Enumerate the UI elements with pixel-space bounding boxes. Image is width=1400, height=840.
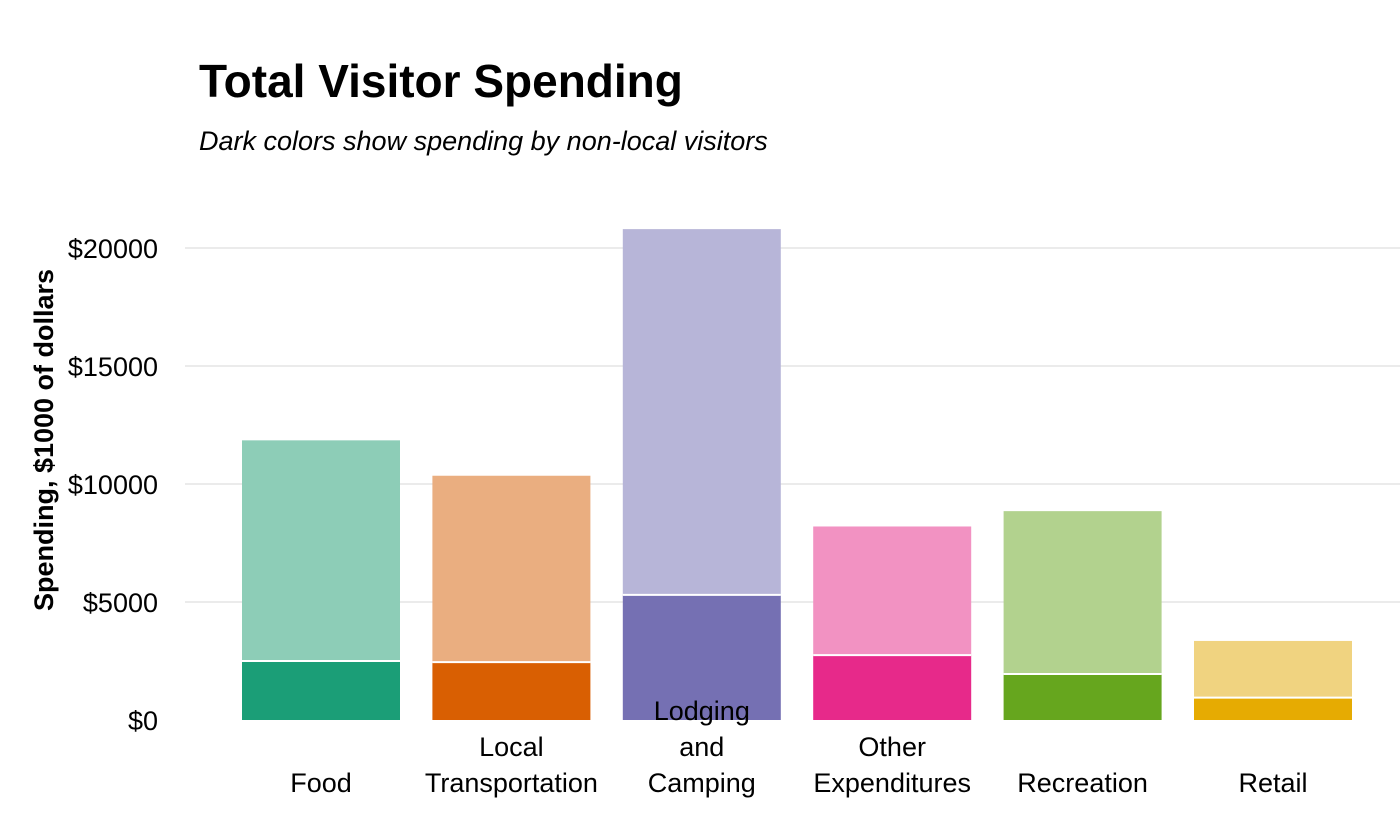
x-axis-ticks: Food Local Transportation Lodging and Camping… bbox=[290, 696, 1307, 798]
bar-local-segment bbox=[432, 475, 591, 663]
y-tick-label: $10000 bbox=[68, 470, 158, 500]
x-tick-label: Transportation bbox=[425, 768, 598, 798]
y-tick-label: $5000 bbox=[83, 588, 158, 618]
bar-nonlocal-segment bbox=[242, 661, 400, 720]
x-tick-label: Retail bbox=[1238, 768, 1307, 798]
x-tick-label: and bbox=[679, 732, 724, 762]
y-tick-label: $20000 bbox=[68, 234, 158, 264]
bar-nonlocal-segment bbox=[1194, 697, 1352, 720]
y-axis-ticks: $0 $5000 $10000 $15000 $20000 bbox=[68, 234, 158, 736]
bar-nonlocal-segment bbox=[813, 655, 972, 720]
x-tick-label: Expenditures bbox=[813, 768, 971, 798]
y-tick-label: $0 bbox=[128, 706, 158, 736]
y-tick-label: $15000 bbox=[68, 352, 158, 382]
x-tick-label: Other bbox=[858, 732, 926, 762]
chart-subtitle: Dark colors show spending by non-local v… bbox=[199, 126, 768, 156]
bar-local-segment bbox=[242, 440, 400, 661]
bar-nonlocal-segment bbox=[622, 594, 781, 720]
bar-nonlocal-segment bbox=[1003, 673, 1162, 720]
bar-nonlocal-segment bbox=[432, 662, 591, 720]
bar-local-segment bbox=[1003, 511, 1162, 674]
x-tick-label: Lodging bbox=[654, 696, 750, 726]
y-axis-label: Spending, $1000 of dollars bbox=[29, 269, 59, 611]
chart-title: Total Visitor Spending bbox=[199, 55, 683, 107]
x-tick-label: Local bbox=[479, 732, 544, 762]
x-tick-label: Camping bbox=[648, 768, 756, 798]
bar-local-segment bbox=[1194, 640, 1352, 698]
x-tick-label: Food bbox=[290, 768, 352, 798]
x-tick-label: Recreation bbox=[1017, 768, 1148, 798]
bar-local-segment bbox=[622, 229, 781, 595]
bars bbox=[242, 229, 1352, 720]
bar-local-segment bbox=[813, 526, 972, 656]
